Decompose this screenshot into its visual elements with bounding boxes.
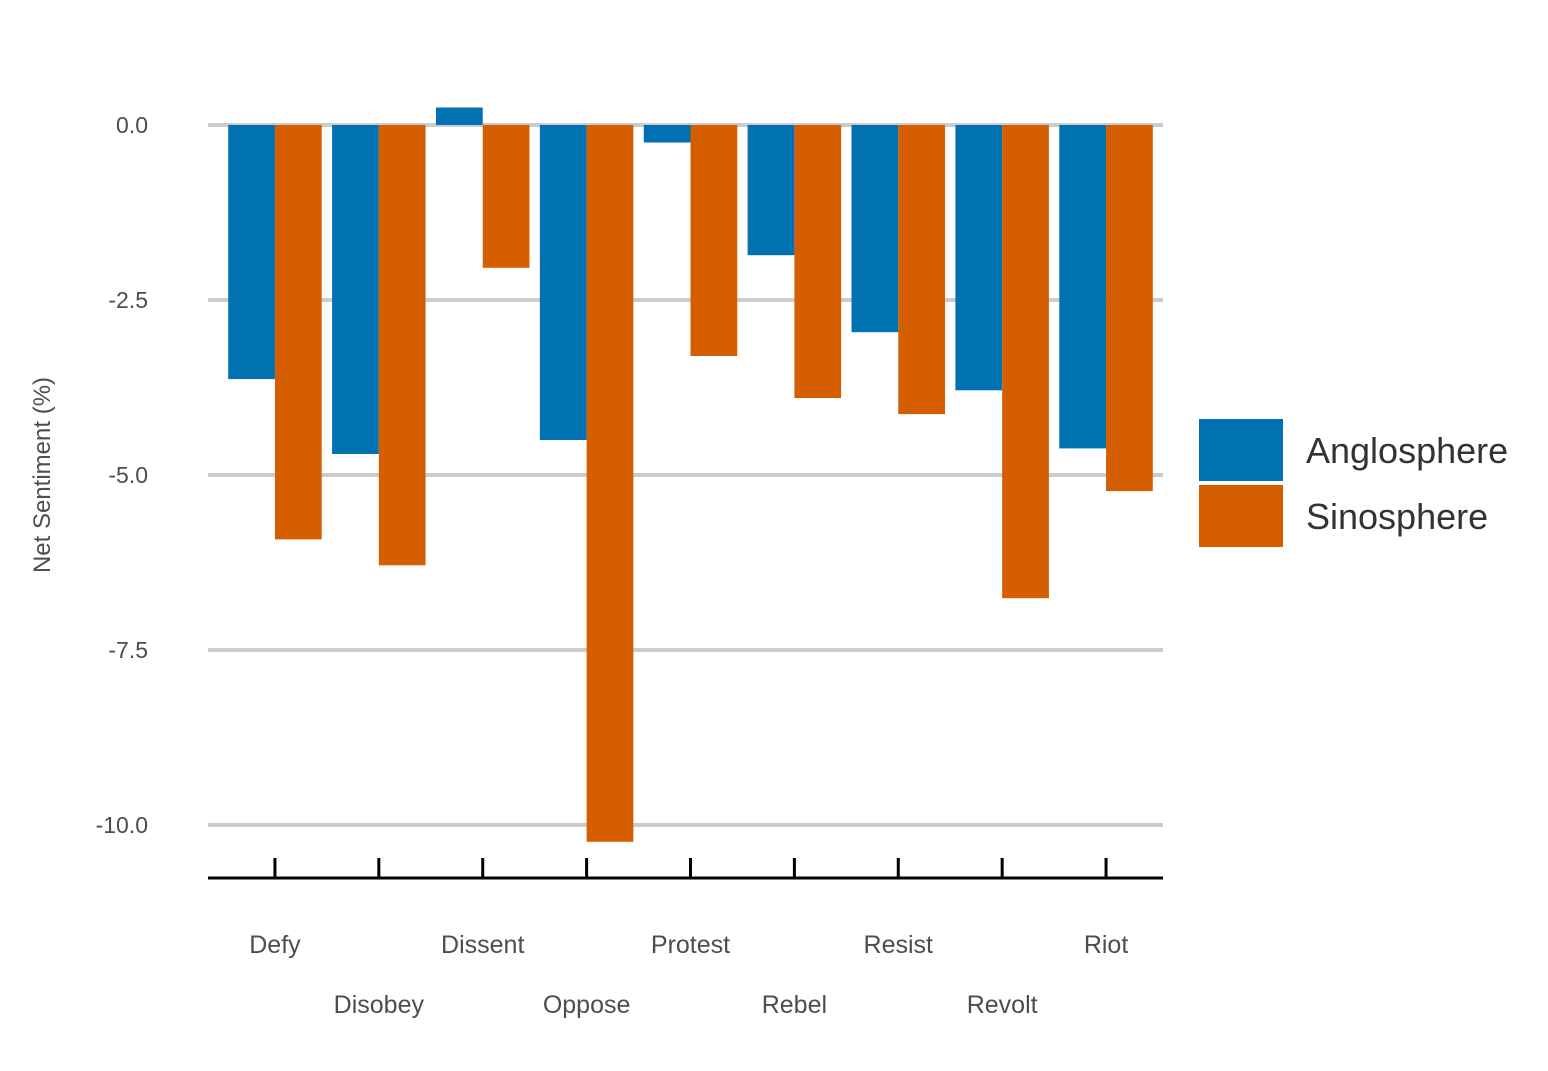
y-tick-label: -7.5 [108, 637, 148, 663]
legend-label-anglosphere: Anglosphere [1306, 430, 1508, 471]
bar-anglosphere-resist [851, 125, 899, 333]
bar-anglosphere-revolt [955, 125, 1003, 391]
legend-label-sinosphere: Sinosphere [1306, 496, 1488, 537]
bar-anglosphere-dissent [435, 107, 483, 125]
y-axis-label: Net Sentiment (%) [29, 377, 56, 573]
x-tick-label: Rebel [762, 991, 827, 1019]
bar-sinosphere-disobey [378, 125, 426, 566]
bar-sinosphere-oppose [586, 125, 634, 842]
bar-sinosphere-resist [898, 125, 946, 415]
x-tick-label: Riot [1084, 931, 1129, 959]
bar-anglosphere-protest [643, 125, 691, 143]
bar-sinosphere-dissent [482, 125, 530, 268]
bar-anglosphere-rebel [747, 125, 795, 256]
bar-anglosphere-oppose [539, 125, 587, 440]
y-tick-label: -10.0 [96, 812, 148, 838]
x-tick-label: Protest [651, 931, 730, 959]
bar-anglosphere-defy [228, 125, 275, 380]
legend: Anglosphere Sinosphere [1199, 419, 1508, 547]
y-tick-label: -5.0 [108, 462, 148, 488]
bars [228, 107, 1153, 842]
x-axis: Defy Disobey Dissent Oppose Protest Rebel Resi… [208, 858, 1163, 1019]
x-tick-label: Oppose [543, 991, 631, 1019]
legend-swatch-anglosphere [1199, 419, 1283, 481]
x-tick-label: Revolt [967, 991, 1038, 1019]
x-tick-label: Disobey [334, 991, 425, 1019]
bar-sinosphere-protest [690, 125, 738, 356]
y-tick-label: 0.0 [116, 112, 148, 138]
y-axis-ticks: 0.0 -2.5 -5.0 -7.5 -10.0 [96, 112, 148, 838]
legend-swatch-sinosphere [1199, 485, 1283, 547]
x-tick-label: Defy [249, 931, 301, 959]
bar-anglosphere-disobey [332, 125, 379, 454]
bar-sinosphere-defy [274, 125, 322, 540]
bar-sinosphere-revolt [1002, 125, 1049, 599]
bar-sinosphere-rebel [794, 125, 842, 398]
y-tick-label: -2.5 [108, 287, 148, 313]
x-tick-label: Dissent [441, 931, 524, 959]
bar-anglosphere-riot [1059, 125, 1107, 449]
x-tick-label: Resist [864, 931, 934, 959]
bar-sinosphere-riot [1106, 125, 1153, 492]
